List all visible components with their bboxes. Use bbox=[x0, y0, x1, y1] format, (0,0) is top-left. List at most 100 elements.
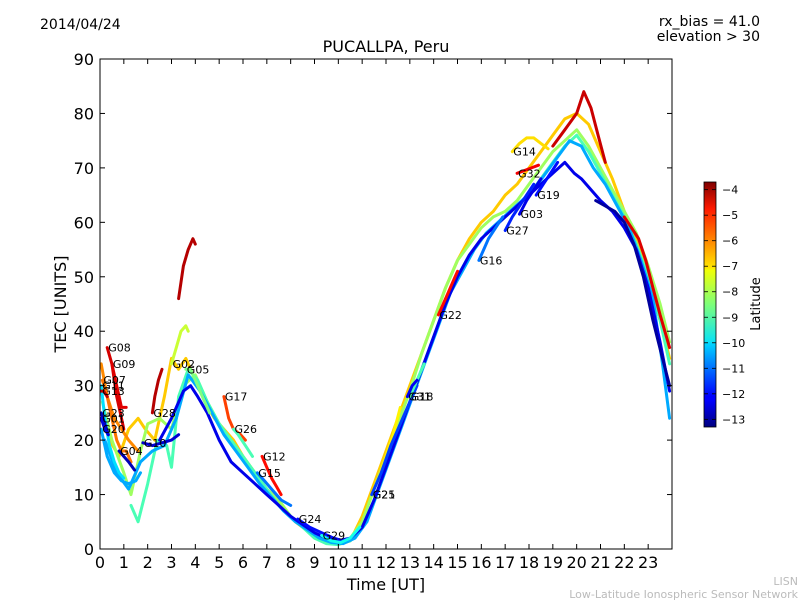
x-tick-label: 13 bbox=[400, 553, 420, 572]
series-line-g11 bbox=[99, 384, 126, 480]
y-tick-label: 50 bbox=[74, 268, 94, 287]
y-tick-label: 60 bbox=[74, 213, 94, 232]
colorbar-tick-label: −12 bbox=[722, 388, 745, 401]
x-tick-label: 14 bbox=[423, 553, 443, 572]
series-label-g03: G03 bbox=[521, 208, 544, 221]
series-label-g23: G23 bbox=[102, 407, 125, 420]
series-label-g04: G04 bbox=[120, 445, 143, 458]
series-label-g09: G09 bbox=[113, 358, 136, 371]
tec-curve bbox=[622, 215, 672, 350]
colorbar-gradient bbox=[703, 181, 717, 428]
series-line-g31 bbox=[405, 378, 419, 399]
curve-layer bbox=[99, 90, 672, 547]
chart-title: PUCALLPA, Peru bbox=[323, 37, 450, 56]
series-line-g03 bbox=[518, 177, 543, 216]
latitude-colorbar: −4 −5 −6 −7 −8 −9 −10 −11 −12 −13 Latitude bbox=[703, 181, 764, 428]
series-label-g16: G16 bbox=[480, 254, 503, 267]
y-axis-label: TEC [UNITS] bbox=[51, 256, 70, 354]
series-label-g29: G29 bbox=[323, 529, 346, 542]
colorbar-tick-label: −6 bbox=[722, 235, 738, 248]
series-label-g18: G18 bbox=[411, 391, 434, 404]
series-label-g14: G14 bbox=[513, 146, 536, 159]
series-line-g16 bbox=[477, 215, 505, 262]
colorbar-tick-label: −13 bbox=[722, 413, 745, 426]
x-tick-label: 10 bbox=[328, 553, 348, 572]
series-label-g07: G07 bbox=[103, 374, 126, 387]
series-label-g21: G21 bbox=[373, 489, 396, 502]
colorbar-tick-label: −11 bbox=[722, 362, 745, 375]
series-label-g12: G12 bbox=[263, 450, 286, 463]
x-tick-label: 5 bbox=[214, 553, 224, 572]
colorbar-tick-label: −10 bbox=[722, 337, 745, 350]
y-tick-label: 20 bbox=[74, 431, 94, 450]
series-label-g11: G11 bbox=[102, 380, 125, 393]
series-label-g32: G32 bbox=[518, 167, 541, 180]
series-label-g13: G13 bbox=[102, 385, 125, 398]
tec-curve bbox=[100, 128, 672, 546]
series-label-g17: G17 bbox=[225, 391, 248, 404]
rx-bias-label: rx_bias = 41.0 bbox=[658, 14, 760, 30]
tec-curve bbox=[158, 160, 672, 543]
x-tick-label: 21 bbox=[590, 553, 610, 572]
x-tick-label: 6 bbox=[238, 553, 248, 572]
x-tick-label: 1 bbox=[119, 553, 129, 572]
colorbar-tick-label: −7 bbox=[722, 260, 738, 273]
y-tick-label: 0 bbox=[84, 540, 94, 559]
x-tick-label: 16 bbox=[471, 553, 491, 572]
series-label-g27: G27 bbox=[506, 225, 529, 238]
series-line-g12 bbox=[260, 454, 283, 497]
y-tick-label: 30 bbox=[74, 377, 94, 396]
x-tick-label: 4 bbox=[190, 553, 200, 572]
colorbar-tick-label: −9 bbox=[722, 311, 738, 324]
x-axis-label: Time [UT] bbox=[346, 575, 425, 594]
x-tick-label: 7 bbox=[262, 553, 272, 572]
series-label-g26: G26 bbox=[235, 423, 258, 436]
series-label-g02: G02 bbox=[173, 358, 196, 371]
series-line-g02 bbox=[170, 324, 190, 366]
series-line-g19 bbox=[534, 160, 560, 197]
tec-curve bbox=[177, 237, 197, 301]
x-tick-label: 12 bbox=[376, 553, 396, 572]
footer-network-short: LISN bbox=[773, 575, 798, 588]
series-line-g13 bbox=[99, 389, 109, 399]
series-line-g32 bbox=[515, 163, 540, 175]
series-line-g08 bbox=[105, 346, 126, 431]
series-label-g25: G25 bbox=[373, 489, 396, 502]
y-tick-label: 80 bbox=[74, 104, 94, 123]
series-line-g09 bbox=[110, 362, 128, 409]
series-label-g24: G24 bbox=[299, 513, 322, 526]
series-label-g01: G01 bbox=[102, 412, 125, 425]
x-tick-label: 3 bbox=[166, 553, 176, 572]
series-line-g29 bbox=[320, 525, 362, 544]
y-tick-label: 90 bbox=[74, 50, 94, 69]
colorbar-label: Latitude bbox=[749, 277, 764, 331]
series-label-g08: G08 bbox=[108, 342, 131, 355]
y-tick-label: 40 bbox=[74, 322, 94, 341]
y-tick-label: 70 bbox=[74, 159, 94, 178]
series-line-g27 bbox=[503, 182, 536, 232]
series-line-g22 bbox=[436, 269, 459, 317]
x-tick-label: 11 bbox=[352, 553, 372, 572]
series-line-g04 bbox=[117, 449, 137, 472]
x-tick-label: 9 bbox=[309, 553, 319, 572]
tec-curve bbox=[551, 90, 607, 164]
x-tick-label: 15 bbox=[447, 553, 467, 572]
tec-curve bbox=[129, 133, 672, 547]
series-label-g28: G28 bbox=[153, 407, 176, 420]
series-line-g20 bbox=[99, 427, 142, 486]
colorbar-tick-label: −5 bbox=[722, 209, 738, 222]
x-tick-label: 0 bbox=[95, 553, 105, 572]
tec-curve bbox=[103, 139, 672, 546]
series-line-g15 bbox=[255, 471, 293, 507]
series-line-g24 bbox=[296, 517, 345, 543]
x-tick-label: 17 bbox=[495, 553, 515, 572]
x-tick-label: 19 bbox=[543, 553, 563, 572]
axes-layer: 0 1 2 3 4 5 6 7 8 9 10 11 12 13 14 15 16 17 18 19 20 21 22 2301… bbox=[74, 50, 672, 572]
series-label-g15: G15 bbox=[258, 467, 281, 480]
series-label-g20: G20 bbox=[102, 423, 125, 436]
date-label: 2014/04/24 bbox=[40, 17, 121, 33]
tec-curve bbox=[108, 111, 672, 547]
series-line-g10 bbox=[141, 433, 181, 448]
